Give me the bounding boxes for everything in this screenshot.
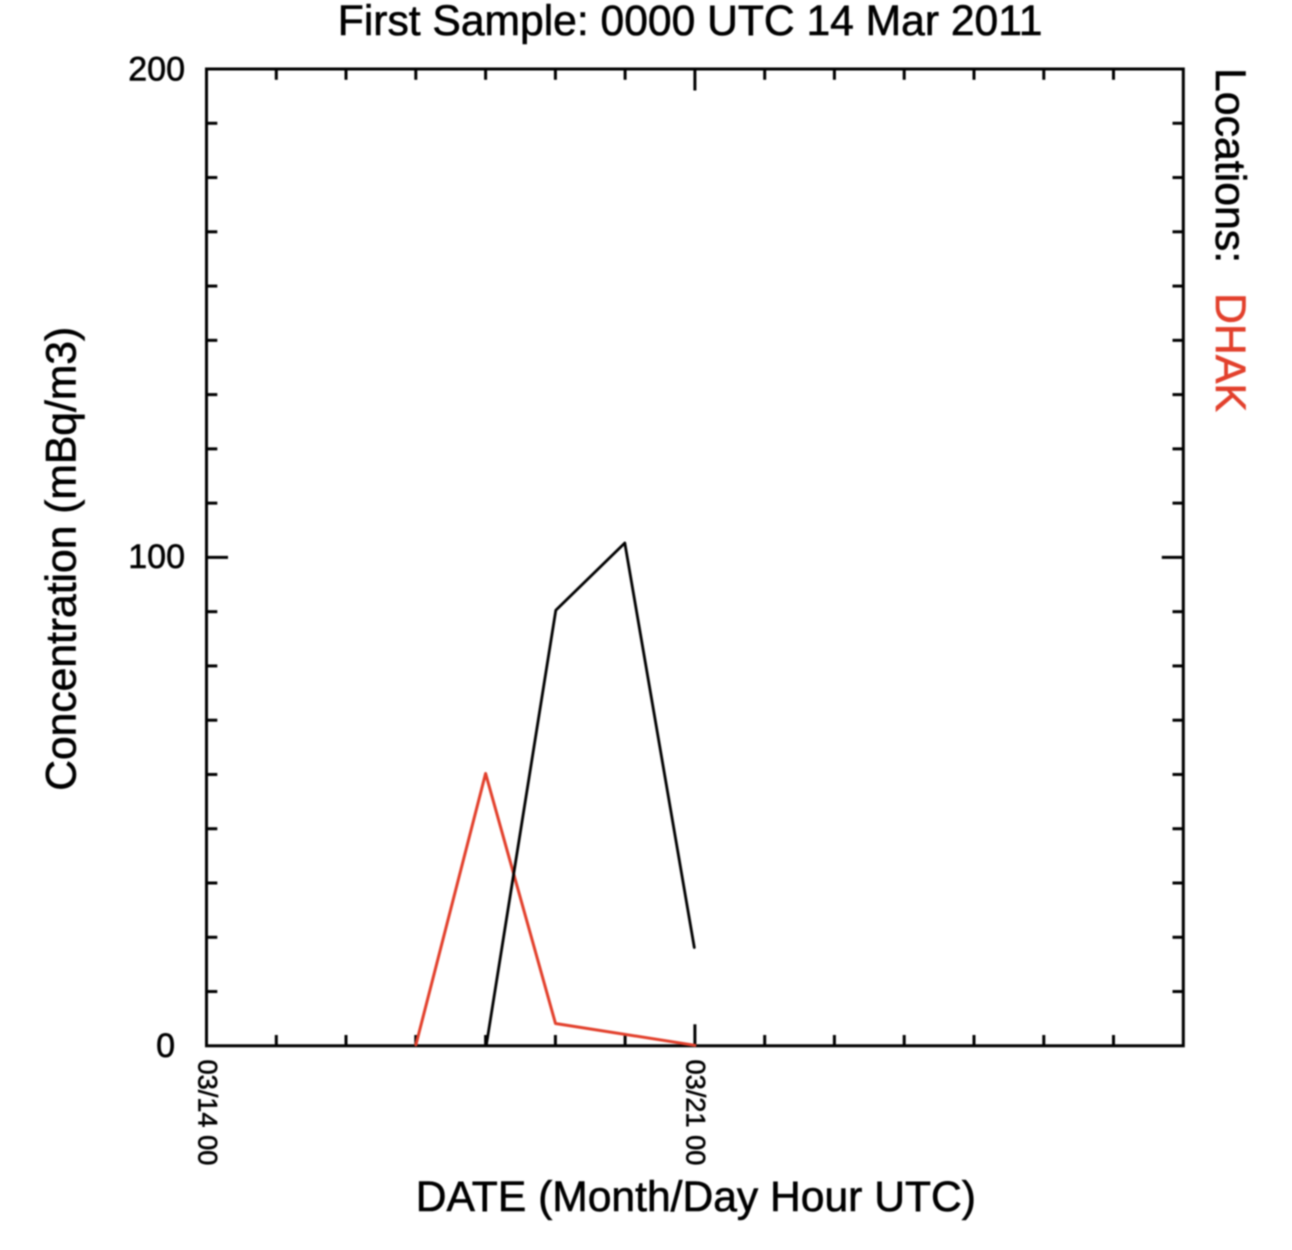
svg-text:DATE (Month/Day Hour UTC): DATE (Month/Day Hour UTC) xyxy=(416,1173,976,1221)
svg-text:200: 200 xyxy=(128,50,185,88)
svg-text:03/21 00: 03/21 00 xyxy=(681,1060,712,1166)
svg-text:First Sample: 0000 UTC 14 Mar: First Sample: 0000 UTC 14 Mar 2011 xyxy=(338,0,1043,45)
svg-text:0: 0 xyxy=(156,1027,175,1065)
svg-text:Concentration (mBq/m3): Concentration (mBq/m3) xyxy=(37,327,85,791)
svg-text:03/14 00: 03/14 00 xyxy=(193,1060,224,1166)
svg-text:Locations:: Locations: xyxy=(1206,68,1254,263)
svg-text:100: 100 xyxy=(128,538,185,576)
svg-text:DHAK: DHAK xyxy=(1206,293,1254,412)
